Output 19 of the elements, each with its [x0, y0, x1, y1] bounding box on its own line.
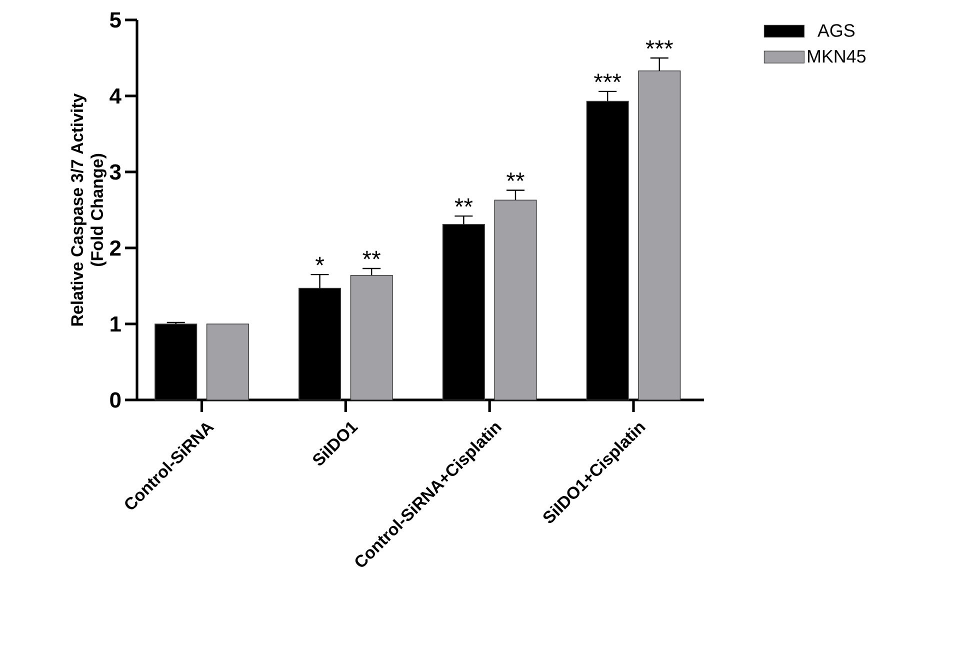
annotation: ** — [362, 250, 381, 260]
annotation: * — [316, 256, 324, 266]
annotation: ** — [454, 198, 473, 207]
y-tick-label: 2 — [110, 240, 121, 256]
annotation: *** — [594, 74, 622, 82]
bar — [638, 70, 681, 400]
legend-label: AGS — [817, 24, 855, 37]
annotation: ** — [506, 172, 524, 181]
y-tick-label: 4 — [110, 88, 122, 104]
legend-label: MKN45 — [808, 50, 866, 63]
y-axis-title: Relative Caspase 3/7 Activity (Fold Change) — [70, 93, 106, 326]
annotation: *** — [646, 40, 673, 49]
bar — [206, 324, 249, 400]
y-tick-label: 5 — [110, 12, 121, 28]
bar — [350, 274, 393, 400]
y-tick-label: 0 — [110, 392, 121, 408]
bar — [494, 200, 537, 400]
y-tick-label: 1 — [110, 316, 121, 332]
y-tick-label: 3 — [110, 164, 121, 180]
